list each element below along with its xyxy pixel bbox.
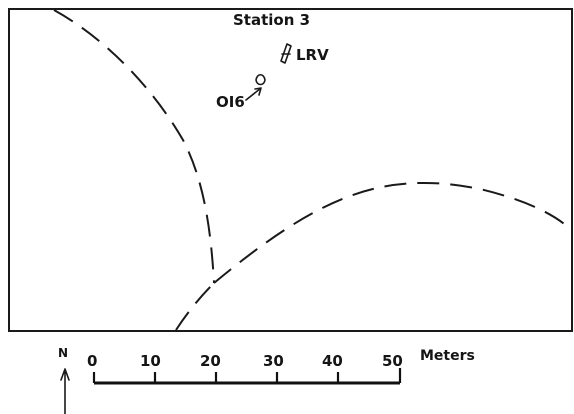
scale-tick-label-10: 10 xyxy=(140,352,161,370)
scale-tick-label-20: 20 xyxy=(200,352,221,370)
crater-rim-south xyxy=(175,282,215,331)
lrv-label: LRV xyxy=(296,46,329,64)
scale-tick-label-30: 30 xyxy=(263,352,284,370)
crater-rim-east xyxy=(213,181,573,284)
sample-location-arrow-icon xyxy=(245,87,262,101)
map-frame xyxy=(8,8,573,332)
scale-unit-label: Meters xyxy=(420,348,475,364)
sample-label: OI6 xyxy=(216,93,245,111)
sample-marker-icon xyxy=(255,73,266,86)
scale-tick-label-50: 50 xyxy=(382,352,403,370)
station-label: Station 3 xyxy=(233,11,310,29)
scale-tick-label-0: 0 xyxy=(87,352,97,370)
scale-tick-label-40: 40 xyxy=(322,352,343,370)
north-arrow-icon xyxy=(60,368,70,414)
crater-rim-west xyxy=(53,9,215,284)
lrv-icon xyxy=(280,43,292,64)
north-label: N xyxy=(58,346,68,360)
